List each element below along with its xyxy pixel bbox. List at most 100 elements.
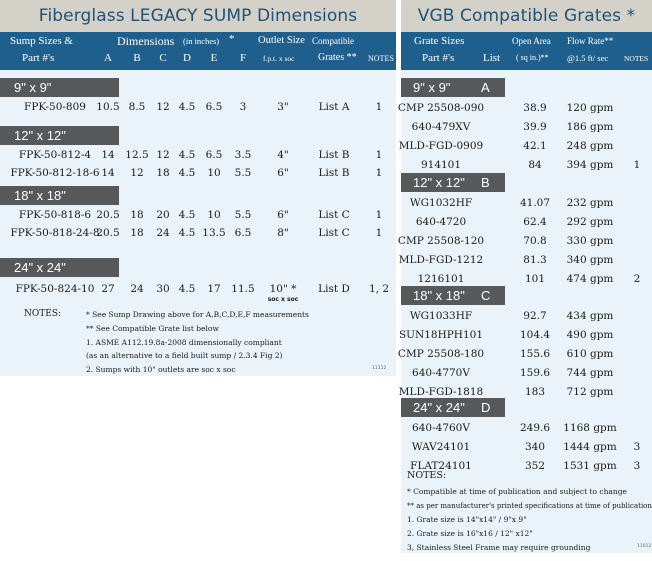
grate-part-number: 1216101 xyxy=(417,273,465,285)
size-band: 24" x 24" xyxy=(0,258,119,277)
note-line: 1. Grate size is 14"x14" / 9"x 9" xyxy=(407,515,527,524)
table-row: 1216101 101 474 gpm 2 xyxy=(401,270,652,288)
row-note: 1 xyxy=(633,159,641,171)
row-note: 1, 2 xyxy=(368,283,390,295)
size-label: 12" x 12" xyxy=(413,175,465,190)
dimension-value: 24 xyxy=(156,227,170,239)
row-note: 1 xyxy=(375,209,383,221)
open-area: 42.1 xyxy=(523,140,547,152)
table-row: MLD-FGD-1818 183 712 gpm xyxy=(399,383,652,401)
size-label: 18" x 18" xyxy=(413,288,465,303)
table-row: CMP 25508-120 70.8 330 gpm xyxy=(398,232,652,250)
grate-part-number: 640-4760V xyxy=(412,422,470,434)
dimension-value: 12 xyxy=(156,101,170,113)
header-notes: NOTES xyxy=(624,54,649,63)
grate-part-number: WG1033HF xyxy=(409,310,473,322)
note-line: 1. ASME A112.19.8a-2008 dimensionally co… xyxy=(86,338,282,347)
outlet-size: 6" xyxy=(277,167,289,179)
dimension-value: 10 xyxy=(207,209,221,221)
table-row: FPK-50-818-24-8 20.5 18 24 4.5 13.5 6.5 8" List … xyxy=(0,224,396,242)
size-label: 24" x 24" xyxy=(413,400,465,415)
header-grate-sizes: Grate Sizes xyxy=(414,35,465,47)
size-band: 24" x 24" D xyxy=(401,398,505,417)
row-note: 1 xyxy=(375,227,383,239)
dimension-value: 8.5 xyxy=(128,101,146,113)
table-row: MLD-FGD-1212 81.3 340 gpm xyxy=(399,251,652,269)
open-area: 159.6 xyxy=(519,367,551,379)
flow-rate: 394 gpm xyxy=(566,159,614,171)
part-number: FPK-50-809 xyxy=(24,101,86,113)
note-line: * See Sump Drawing above for A,B,C,D,E,F… xyxy=(86,310,309,319)
header-col-e: E xyxy=(210,52,218,64)
open-area: 39.9 xyxy=(523,121,547,133)
dimension-value: 13.5 xyxy=(202,227,226,239)
header-sq-in: ( sq in.)** xyxy=(516,53,549,62)
open-area: 70.8 xyxy=(523,235,547,247)
table-row: MLD-FGD-0909 42.1 248 gpm xyxy=(398,137,652,155)
size-band: 18" x 18" C xyxy=(401,286,505,305)
header-col-b: B xyxy=(133,52,141,64)
compatible-grates: List A xyxy=(318,101,350,113)
dimension-value: 3 xyxy=(239,101,247,113)
document-code: 11012 xyxy=(637,544,652,549)
part-number: FPK-50-818-6 xyxy=(18,209,92,221)
table-row: FPK-50-818-6 20.5 18 20 4.5 10 5.5 6" List C 1 xyxy=(0,206,396,224)
dimension-value: 4.5 xyxy=(178,101,196,113)
flow-rate: 1168 gpm xyxy=(563,422,617,434)
table-row: FPK-50-812-4 14 12.5 12 4.5 6.5 3.5 4" List B 1 xyxy=(0,146,396,164)
grate-part-number: WG1032HF xyxy=(409,197,473,209)
table-row: FLAT24101 352 1531 gpm 3 xyxy=(401,457,652,475)
open-area: 101 xyxy=(524,273,546,285)
note-line: ** as per manufacturer's printed specifi… xyxy=(407,502,652,510)
dimension-value: 14 xyxy=(101,167,115,179)
size-band: 18" x 18" xyxy=(0,186,119,205)
compatible-grates: List C xyxy=(318,227,350,239)
grate-part-number: 640-4720 xyxy=(415,216,467,228)
dimension-value: 4.5 xyxy=(178,227,196,239)
grate-part-number: MLD-FGD-0909 xyxy=(398,140,484,152)
note-line: 2. Grate size is 16"x16 / 12" x12" xyxy=(407,529,533,538)
size-band: 9" x 9" xyxy=(0,78,119,97)
dimension-value: 10 xyxy=(207,167,221,179)
note-line: 3, Stainless Steel Frame may require gro… xyxy=(407,543,591,552)
grate-part-number: 640-479XV xyxy=(411,121,471,133)
sump-table-body: 9" x 9" FPK-50-809 10.5 8.5 12 4.5 6.5 3 3" List … xyxy=(0,70,396,376)
sump-dimensions-panel: Fiberglass LEGACY SUMP Dimensions Sump S… xyxy=(0,0,396,376)
open-area: 104.4 xyxy=(519,329,551,341)
flow-rate: 474 gpm xyxy=(566,273,614,285)
document-code: 11112 xyxy=(372,366,387,371)
grate-part-number: SUN18HPH101 xyxy=(398,329,484,341)
dimension-value: 5.5 xyxy=(234,209,252,221)
table-row: WAV24101 340 1444 gpm 3 xyxy=(401,438,652,456)
table-row: WG1032HF 41.07 232 gpm xyxy=(401,194,652,212)
dimension-value: 18 xyxy=(156,167,170,179)
dimension-value: 20 xyxy=(156,209,170,221)
row-note: 1 xyxy=(375,167,383,179)
header-col-f: F xyxy=(239,52,247,64)
grate-part-number: CMP 25508-090 xyxy=(397,102,485,114)
open-area: 41.07 xyxy=(519,197,551,209)
dimension-value: 18 xyxy=(130,227,144,239)
header-compatible: Compatible xyxy=(312,36,354,46)
open-area: 84 xyxy=(528,159,542,171)
dimension-value: 11.5 xyxy=(231,283,255,295)
sump-table-header: Sump Sizes & Part #'s Dimensions (in inc… xyxy=(0,32,396,70)
open-area: 92.7 xyxy=(523,310,547,322)
header-notes: NOTES xyxy=(368,54,394,63)
header-sump-sizes: Sump Sizes & xyxy=(10,35,73,47)
open-area: 81.3 xyxy=(523,254,547,266)
table-row: 640-4760V 249.6 1168 gpm xyxy=(401,419,652,437)
dimension-value: 17 xyxy=(207,283,221,295)
note-line: * Compatible at time of publication and … xyxy=(407,487,627,496)
table-row: 640-4770V 159.6 744 gpm xyxy=(401,364,652,382)
grate-part-number: CMP 25508-180 xyxy=(397,348,485,360)
header-open-area: Open Area xyxy=(512,36,551,46)
row-note: 3 xyxy=(633,460,641,472)
dimension-value: 6.5 xyxy=(205,149,223,161)
header-flow-rate: Flow Rate** xyxy=(567,36,614,46)
header-part-nums: Part #'s xyxy=(22,52,55,64)
table-row: FPK-50-809 10.5 8.5 12 4.5 6.5 3 3" List A 1 xyxy=(0,98,396,116)
table-row: FPK-50-812-18-6 14 12 18 4.5 10 5.5 6" List B 1 xyxy=(0,164,396,182)
sump-dimensions-title: Fiberglass LEGACY SUMP Dimensions xyxy=(0,0,396,32)
flow-rate: 744 gpm xyxy=(566,367,614,379)
